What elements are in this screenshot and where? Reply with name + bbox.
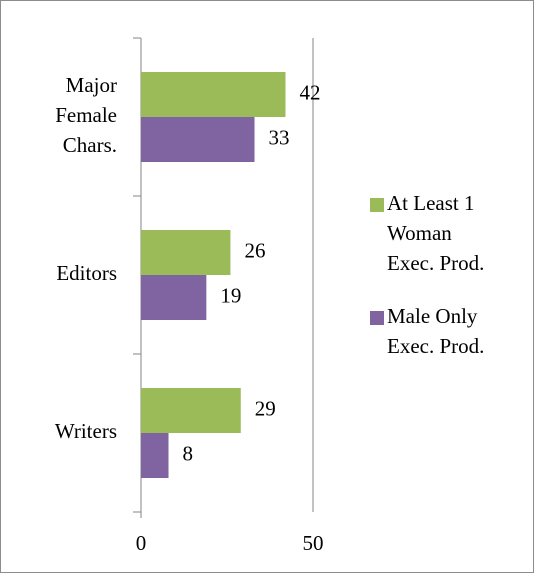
- x-tick-label: 50: [303, 531, 324, 555]
- bar: [141, 433, 169, 478]
- y-tick-label: Major Female Chars.: [55, 73, 117, 157]
- x-tick-label: 0: [136, 531, 147, 555]
- value-label: 42: [299, 80, 320, 104]
- bar: [141, 230, 231, 275]
- value-label: 26: [244, 238, 265, 262]
- bar: [141, 275, 207, 320]
- bar: [141, 388, 241, 433]
- bar: [141, 117, 255, 162]
- y-tick-label: Editors: [56, 261, 117, 285]
- legend-swatch: [370, 311, 384, 325]
- value-label: 33: [269, 125, 290, 149]
- y-tick-label: Writers: [55, 419, 117, 443]
- legend-label: At Least 1 Woman Exec. Prod.: [387, 191, 484, 275]
- legend-label: Male Only Exec. Prod.: [387, 304, 484, 358]
- value-label: 8: [183, 441, 194, 465]
- bar: [141, 72, 286, 117]
- value-label: 29: [255, 396, 276, 420]
- value-label: 19: [220, 283, 241, 307]
- legend-swatch: [370, 198, 384, 212]
